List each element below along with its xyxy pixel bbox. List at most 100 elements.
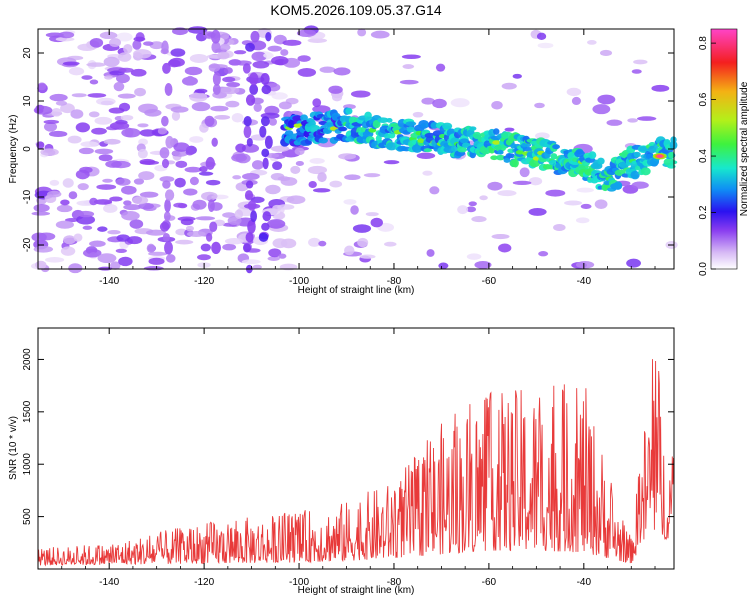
- heatmap-cell: [491, 101, 503, 110]
- heatmap-cell: [231, 153, 247, 162]
- heatmap-cell: [435, 63, 446, 72]
- heatmap-cell: [109, 196, 123, 202]
- heatmap-cell: [244, 190, 254, 201]
- heatmap-cell: [143, 41, 154, 46]
- heatmap-cell: [307, 165, 328, 175]
- y-tick-label: 2000: [22, 348, 33, 371]
- heatmap-cell: [116, 234, 130, 242]
- heatmap-cell: [226, 81, 241, 88]
- heatmap-cell: [48, 130, 68, 138]
- heatmap-cell: [97, 226, 108, 232]
- heatmap-cell: [242, 63, 251, 74]
- heatmap-cell: [195, 216, 216, 221]
- heatmap-cell: [545, 189, 566, 197]
- heatmap-cell: [241, 259, 261, 265]
- x-tick-label: -80: [387, 276, 402, 287]
- heatmap-cell: [68, 67, 85, 76]
- heatmap-cell: [60, 199, 70, 206]
- heatmap-cell: [352, 224, 372, 233]
- heatmap-cell: [79, 166, 93, 174]
- heatmap-cell: [457, 205, 469, 215]
- heatmap-cell: [575, 217, 590, 224]
- heatmap-cell: [189, 53, 209, 63]
- heatmap-cell: [265, 184, 281, 195]
- heatmap-cell: [247, 219, 256, 234]
- heatmap-cell: [512, 180, 532, 186]
- heatmap-cell: [466, 253, 482, 260]
- heatmap-cell: [286, 195, 306, 205]
- heatmap-cell: [73, 233, 83, 242]
- heatmap-cell: [120, 114, 134, 121]
- heatmap-cell: [89, 197, 98, 206]
- heatmap-cell: [528, 207, 547, 216]
- heatmap-cell: [495, 154, 506, 161]
- heatmap-cell: [308, 180, 317, 188]
- heatmap-cell: [268, 248, 282, 258]
- heatmap-cell: [503, 157, 511, 163]
- heatmap-cell: [631, 181, 649, 189]
- heatmap-cell: [103, 138, 121, 145]
- heatmap-cell: [77, 210, 95, 218]
- heatmap-cell: [637, 116, 657, 121]
- heatmap-peak: [656, 154, 663, 158]
- heatmap-cell: [129, 219, 144, 229]
- heatmap-cell: [278, 253, 287, 259]
- heatmap-cell: [429, 186, 440, 195]
- heatmap-x-ticks: -140 -120 -100 -80 -60 -40: [37, 29, 656, 287]
- heatmap-cell: [295, 160, 304, 166]
- heatmap-cell: [81, 75, 93, 80]
- heatmap-cell: [357, 237, 369, 248]
- heatmap-y-label: Frequency (Hz): [8, 115, 19, 184]
- heatmap-cell: [633, 151, 641, 158]
- heatmap-cell: [309, 157, 325, 164]
- heatmap-cell: [345, 107, 353, 115]
- heatmap-cell: [575, 261, 595, 269]
- heatmap-cell: [130, 68, 147, 77]
- heatmap-cell: [576, 187, 594, 193]
- heatmap-cell: [132, 196, 149, 205]
- heatmap-cell: [265, 31, 272, 42]
- heatmap-cell: [62, 178, 74, 188]
- heatmap-cell: [536, 32, 547, 40]
- heatmap-cell: [357, 28, 367, 37]
- heatmap-cell: [504, 127, 515, 132]
- heatmap-cell: [259, 125, 267, 138]
- heatmap-cell: [262, 157, 269, 170]
- heatmap-cell: [300, 114, 308, 122]
- heatmap-cell: [350, 90, 371, 98]
- heatmap-cell: [370, 217, 383, 228]
- heatmap-cell: [594, 199, 608, 209]
- heatmap-cell: [512, 158, 519, 168]
- heatmap-cell: [161, 40, 169, 54]
- heatmap-cell: [164, 189, 175, 201]
- heatmap-cell: [469, 126, 477, 131]
- heatmap-cell: [338, 153, 357, 160]
- heatmap-cell: [497, 149, 504, 155]
- heatmap-cell: [138, 202, 154, 210]
- heatmap-cell: [51, 107, 62, 117]
- heatmap-cell: [99, 31, 118, 40]
- heatmap-cell: [318, 137, 328, 144]
- heatmap-cell: [272, 161, 283, 171]
- heatmap-cell: [115, 248, 128, 253]
- heatmap-cell: [89, 37, 104, 48]
- heatmap-cell: [432, 98, 447, 109]
- heatmap-cell: [423, 148, 433, 153]
- heatmap-cell: [82, 225, 93, 230]
- heatmap-cell: [515, 150, 524, 155]
- colorbar-tick-label: 0.2: [698, 205, 709, 219]
- heatmap-cell: [197, 254, 211, 261]
- y-tick-label: 1500: [22, 400, 33, 423]
- heatmap-cell: [146, 243, 156, 254]
- colorbar-tick-label: 0.6: [698, 92, 709, 106]
- heatmap-cell: [60, 103, 75, 114]
- heatmap-cell: [161, 158, 170, 169]
- heatmap-cell: [631, 69, 642, 74]
- heatmap-cell: [115, 73, 130, 84]
- y-tick-label: 1000: [22, 453, 33, 476]
- heatmap-cell: [88, 111, 100, 118]
- heatmap-cell: [118, 67, 134, 73]
- heatmap-cell: [566, 87, 582, 97]
- heatmap-cell: [40, 148, 59, 156]
